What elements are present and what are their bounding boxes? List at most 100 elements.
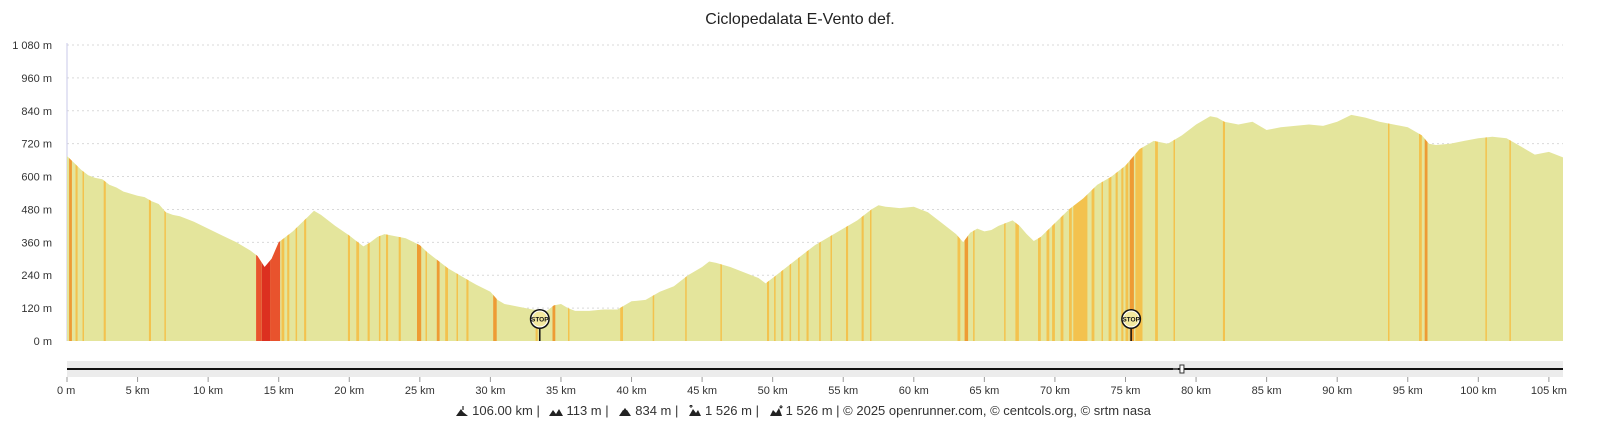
gradient-band (1129, 114, 1134, 341)
gradient-band (1108, 114, 1112, 341)
gradient-band (1069, 114, 1072, 341)
x-tick-label: 10 km (193, 385, 223, 397)
gradient-band (356, 114, 360, 341)
elevation-min-value: 113 m | (566, 403, 609, 419)
distance-value: 106.00 km | (472, 403, 540, 419)
gradient-band (82, 114, 84, 341)
gradient-band (552, 114, 556, 341)
gradient-band (304, 114, 307, 341)
x-tick-label: 45 km (687, 385, 717, 397)
gradient-band (1173, 114, 1175, 341)
gradient-band (417, 114, 422, 341)
gradient-band (148, 114, 151, 341)
gradient-band (466, 114, 469, 341)
gradient-band (1046, 114, 1050, 341)
y-axis-ticks: 0 m 120 m 240 m 360 m 480 m 600 m 720 m 840 m 96… (12, 40, 52, 348)
elevation-profile-chart[interactable]: 0 m 120 m 240 m 360 m 480 m 600 m 720 m 840 m 96… (0, 0, 1600, 400)
x-tick-label: 80 km (1181, 385, 1211, 397)
gradient-band (685, 114, 687, 341)
gradient-band (846, 114, 849, 341)
gradient-band (973, 114, 975, 341)
stop-markers: STOP STOP (529, 309, 1142, 341)
gradient-band (1135, 114, 1143, 341)
elevation-max-value: 834 m | (635, 403, 679, 419)
x-tick-label: 90 km (1322, 385, 1352, 397)
y-tick-label: 1 080 m (12, 40, 52, 52)
x-tick-label: 15 km (264, 385, 294, 397)
x-tick-label: 20 km (334, 385, 364, 397)
descent-value: 1 526 m | © 2025 openrunner.com, © centc… (785, 403, 1151, 419)
gradient-band (798, 114, 800, 341)
stop-marker-label: STOP (531, 317, 549, 324)
y-tick-label: 840 m (21, 106, 52, 118)
gradient-band (367, 114, 370, 341)
profile-area[interactable] (67, 43, 1563, 343)
gradient-band (378, 114, 381, 341)
gradient-band (1125, 114, 1129, 341)
gradient-band (1060, 114, 1064, 341)
gradient-band (767, 114, 770, 341)
stop-marker[interactable]: STOP (529, 309, 550, 341)
stop-marker[interactable]: STOP (1121, 309, 1142, 341)
gradient-band (774, 114, 776, 341)
gradient-band (861, 114, 864, 341)
gradient-band (806, 114, 809, 341)
gradient-band (720, 114, 722, 341)
ascent-value: 1 526 m | (705, 403, 759, 419)
gradient-band (1222, 114, 1225, 341)
x-tick-label: 50 km (758, 385, 788, 397)
gradient-band (620, 114, 623, 341)
gradient-band (789, 114, 792, 341)
y-tick-label: 360 m (21, 237, 52, 249)
gradient-band (870, 114, 872, 341)
gradient-band (535, 114, 538, 341)
gradient-band (964, 114, 969, 341)
descent-icon (769, 404, 783, 416)
gradient-band (819, 114, 821, 341)
gradient-band (270, 114, 281, 341)
gradient-band (1509, 114, 1511, 341)
gradient-band (1004, 114, 1006, 341)
gradient-band (425, 114, 427, 341)
gradient-band (398, 114, 401, 341)
gradient-band (1115, 114, 1118, 341)
gradient-band (69, 114, 72, 341)
x-tick-label: 100 km (1460, 385, 1496, 397)
gradient-band (295, 114, 298, 341)
gradient-band (1155, 114, 1158, 341)
climb-icon (456, 405, 469, 416)
gradient-band (830, 114, 832, 341)
ascent-icon (689, 404, 701, 416)
x-tick-label: 55 km (828, 385, 858, 397)
gradient-band (456, 114, 458, 341)
gradient-band (1015, 114, 1019, 341)
range-selector-handle[interactable] (1172, 364, 1185, 374)
chart-title: Ciclopedalata E-Vento def. (705, 11, 895, 28)
y-tick-label: 0 m (34, 336, 52, 348)
x-tick-label: 95 km (1393, 385, 1423, 397)
gradient-band (164, 114, 166, 341)
gradient-band (436, 114, 440, 341)
stop-marker-label: STOP (1122, 317, 1140, 324)
gradient-band (1101, 114, 1103, 341)
range-selector[interactable] (67, 361, 1563, 377)
x-tick-label: 60 km (899, 385, 929, 397)
elevation-min-icon (549, 408, 564, 416)
gradient-band (1424, 114, 1428, 341)
x-tick-label: 105 km (1531, 385, 1567, 397)
x-tick-label: 0 m (57, 385, 75, 397)
gradient-band (652, 114, 655, 341)
gradient-band (256, 114, 262, 341)
gradient-band (103, 114, 106, 341)
gradient-band (75, 114, 78, 341)
x-tick-label: 65 km (969, 385, 999, 397)
gradient-band (281, 114, 285, 341)
gradient-band (1388, 114, 1390, 341)
x-tick-label: 40 km (617, 385, 647, 397)
y-tick-label: 120 m (21, 303, 52, 315)
y-tick-label: 480 m (21, 204, 52, 216)
gradient-band (1121, 114, 1124, 341)
elevation-max-icon (619, 405, 632, 416)
gradient-band (261, 114, 271, 341)
gradient-band (386, 114, 389, 341)
